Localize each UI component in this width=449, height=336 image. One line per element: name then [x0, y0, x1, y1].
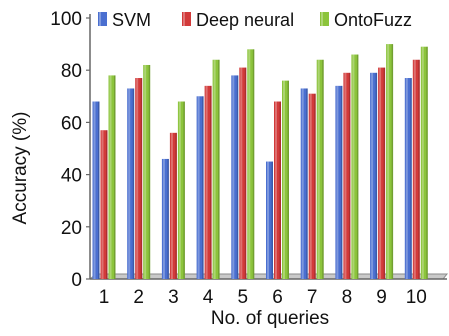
bar: [143, 64, 151, 279]
bar: [351, 54, 359, 279]
legend-item: SVM: [98, 10, 151, 30]
bar: [300, 88, 308, 279]
legend-swatch: [98, 12, 107, 26]
bar: [335, 85, 343, 279]
bar: [343, 72, 351, 279]
y-tick-label: 80: [61, 61, 82, 82]
legend: SVM Deep neural OntoFuzz: [98, 10, 412, 30]
bar: [404, 78, 412, 279]
y-tick-label: 60: [61, 113, 82, 134]
x-tick-label: 4: [203, 287, 214, 308]
bar: [108, 75, 116, 279]
bar: [316, 59, 324, 280]
y-tick-label: 40: [61, 166, 82, 187]
bar: [127, 88, 135, 279]
bar: [412, 59, 420, 280]
bar: [177, 101, 185, 280]
bar: [420, 46, 428, 280]
bar: [370, 72, 378, 279]
bar: [308, 93, 316, 279]
x-tick-label: 8: [342, 287, 353, 308]
y-tick-label: 100: [50, 9, 82, 30]
y-tick-label: 20: [61, 218, 82, 239]
legend-label: Deep neural: [196, 10, 294, 30]
bar: [239, 67, 247, 279]
legend-item: Deep neural: [182, 10, 294, 30]
bar: [204, 85, 212, 279]
bar: [92, 101, 100, 280]
y-tick-labels: 0 20 40 60 80 100: [50, 9, 90, 291]
legend-swatch: [182, 12, 191, 26]
bars: [92, 44, 428, 280]
legend-item: OntoFuzz: [320, 10, 412, 30]
bar: [247, 49, 255, 279]
x-tick-label: 2: [133, 287, 144, 308]
bar: [231, 75, 239, 279]
x-tick-labels: 1 2 3 4 5 6 7 8 9 10: [99, 287, 427, 308]
x-tick-label: 6: [272, 287, 283, 308]
bar: [169, 132, 177, 279]
y-axis-label: Accuracy (%): [10, 112, 31, 225]
bar: [100, 130, 108, 279]
bar: [282, 80, 289, 279]
bar: [266, 161, 273, 279]
legend-swatch: [320, 12, 329, 26]
bar: [135, 78, 143, 279]
x-tick-label: 5: [238, 287, 249, 308]
bar: [161, 158, 169, 279]
bar: [212, 59, 220, 280]
x-tick-label: 9: [376, 287, 387, 308]
x-axis-label: No. of queries: [211, 308, 329, 329]
bar: [378, 67, 386, 279]
y-tick-label: 0: [71, 270, 82, 291]
x-tick-label: 3: [168, 287, 179, 308]
bar: [274, 101, 281, 280]
x-tick-label: 10: [406, 287, 427, 308]
legend-label: OntoFuzz: [334, 10, 412, 30]
legend-label: SVM: [112, 10, 151, 30]
x-tick-label: 1: [99, 287, 110, 308]
x-tick-label: 7: [307, 287, 318, 308]
bar: [196, 96, 204, 279]
bar: [386, 44, 394, 279]
